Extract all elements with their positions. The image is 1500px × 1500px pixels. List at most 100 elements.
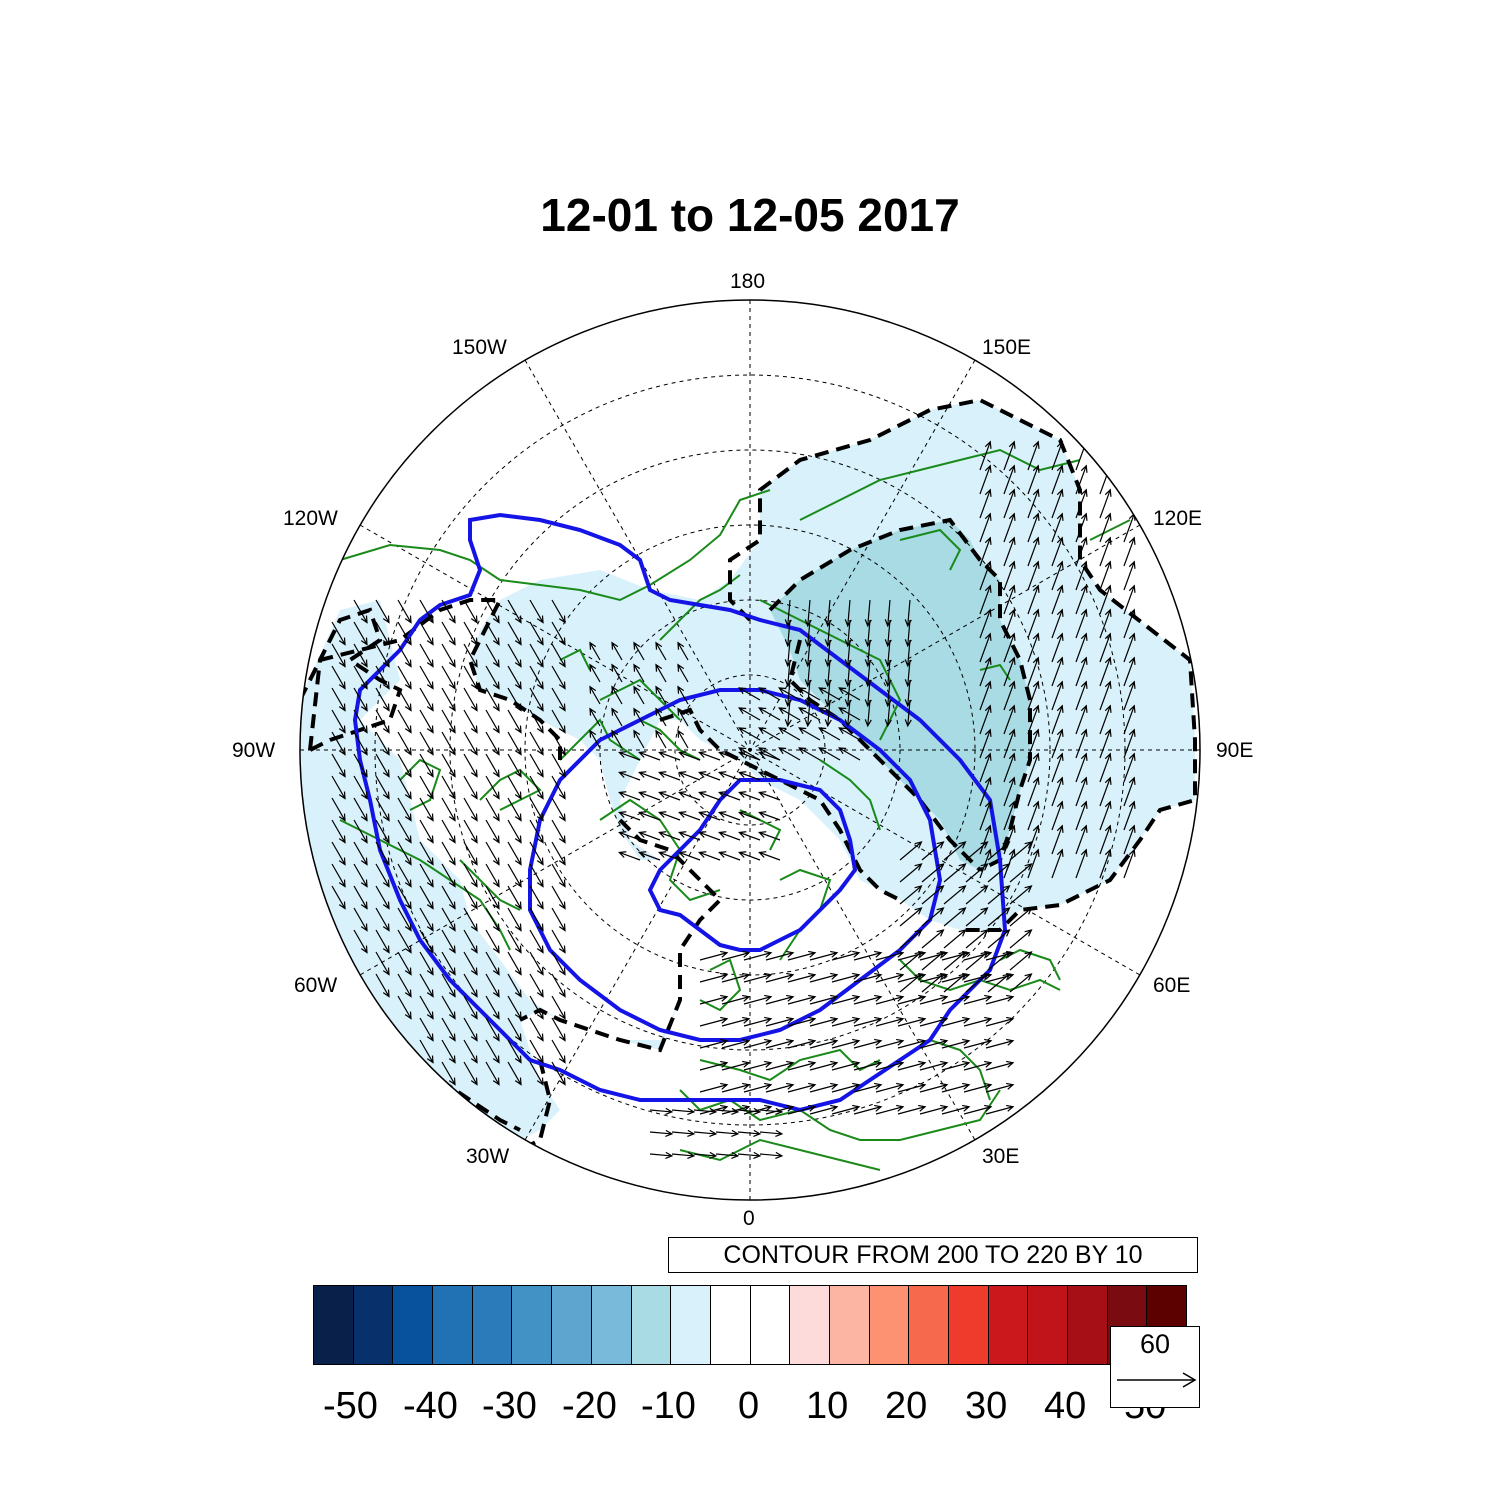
wind-arrow — [979, 680, 992, 711]
lon-label-150w: 150W — [452, 336, 507, 359]
wind-arrow — [698, 851, 721, 861]
wind-arrow — [551, 709, 566, 734]
wind-arrow — [419, 973, 434, 998]
wind-arrow — [419, 643, 434, 668]
wind-arrow — [529, 687, 544, 712]
colorbar-label: -50 — [323, 1385, 378, 1427]
wind-arrow — [831, 994, 861, 1005]
wind-arrow — [1009, 885, 1033, 905]
wind-arrow — [1075, 776, 1088, 807]
wind-arrow — [965, 973, 989, 993]
wind-arrow — [715, 1129, 740, 1137]
wind-arrow — [507, 599, 522, 624]
colorbar-label: 10 — [806, 1385, 849, 1427]
wind-arrow — [838, 727, 861, 741]
wind-arrow — [551, 929, 566, 954]
wind-arrow — [1051, 824, 1064, 855]
wind-arrow — [397, 929, 412, 954]
wind-arrow — [1075, 728, 1088, 759]
reference-vector-label: 60 — [1139, 1329, 1171, 1359]
colorbar-segment — [790, 1286, 830, 1364]
wind-arrow — [677, 663, 689, 683]
wind-arrow — [1027, 536, 1040, 567]
wind-arrow — [721, 1038, 751, 1049]
wind-arrow — [658, 851, 681, 861]
wind-arrow — [1009, 951, 1033, 971]
wind-arrow — [375, 797, 390, 822]
colorbar-segment — [988, 1286, 1029, 1364]
wind-arrow — [1099, 656, 1112, 687]
wind-arrow — [551, 841, 566, 866]
wind-arrow — [698, 811, 721, 821]
lon-label-90w: 90W — [232, 739, 276, 762]
wind-arrow — [331, 863, 346, 888]
wind-arrow — [633, 707, 645, 727]
wind-arrow — [441, 885, 456, 910]
wind-arrow — [1075, 536, 1088, 567]
wind-arrow — [419, 951, 434, 976]
wind-arrow — [831, 1082, 861, 1093]
wind-arrow — [375, 709, 390, 734]
wind-arrow — [441, 687, 456, 712]
wind-arrow — [463, 1061, 478, 1086]
wind-arrow — [507, 973, 522, 998]
wind-arrow — [375, 665, 390, 690]
wind-arrow — [787, 972, 817, 983]
wind-arrow — [353, 929, 368, 954]
wind-arrow — [919, 1016, 949, 1027]
wind-arrow — [507, 775, 522, 800]
wind-arrow — [758, 771, 781, 781]
wind-arrow — [738, 791, 761, 801]
wind-arrow — [1027, 512, 1040, 543]
wind-arrow — [658, 791, 681, 801]
wind-arrow — [397, 995, 412, 1020]
wind-arrow — [529, 709, 544, 734]
wind-arrow — [1027, 800, 1040, 831]
wind-arrow — [1075, 704, 1088, 735]
wind-arrow — [853, 950, 883, 961]
wind-arrow — [485, 1061, 500, 1086]
wind-arrow — [758, 751, 781, 761]
wind-arrow — [507, 753, 522, 778]
wind-arrow — [1027, 848, 1040, 879]
wind-arrow — [551, 621, 566, 646]
wind-arrow — [485, 753, 500, 778]
wind-arrow — [463, 1017, 478, 1042]
wind-arrow — [798, 687, 821, 701]
wind-arrow — [987, 907, 1011, 927]
wind-arrow — [638, 831, 661, 841]
wind-arrow — [397, 665, 412, 690]
wind-arrow — [738, 687, 761, 701]
wind-arrow — [943, 863, 967, 883]
wind-arrow — [655, 663, 667, 683]
wind-arrow — [353, 841, 368, 866]
wind-arrow — [419, 885, 434, 910]
wind-arrow — [693, 1107, 718, 1115]
wind-arrow — [979, 848, 992, 879]
wind-arrow — [463, 753, 478, 778]
wind-arrow — [899, 863, 923, 883]
wind-arrow — [331, 687, 346, 712]
wind-arrow — [611, 663, 623, 683]
wind-arrow — [1009, 907, 1033, 927]
wind-arrow — [1075, 464, 1088, 495]
colorbar-segment — [472, 1286, 513, 1364]
colorbar-label: 0 — [738, 1385, 760, 1427]
wind-arrow — [1099, 824, 1112, 855]
wind-arrow — [589, 685, 601, 705]
wind-arrow — [485, 863, 500, 888]
wind-arrow — [375, 863, 390, 888]
reference-arrow-icon — [1117, 1372, 1197, 1388]
wind-arrow — [551, 885, 566, 910]
colorbar-segment — [750, 1286, 791, 1364]
wind-arrow — [1123, 656, 1136, 687]
wind-arrow — [831, 950, 861, 961]
lon-label-120e: 120E — [1153, 507, 1203, 530]
wind-arrow — [979, 560, 992, 591]
wind-arrow — [809, 1060, 839, 1071]
wind-arrow — [589, 729, 601, 749]
wind-arrow — [1099, 584, 1112, 615]
wind-arrow — [1051, 800, 1064, 831]
wind-arrow — [529, 599, 544, 624]
